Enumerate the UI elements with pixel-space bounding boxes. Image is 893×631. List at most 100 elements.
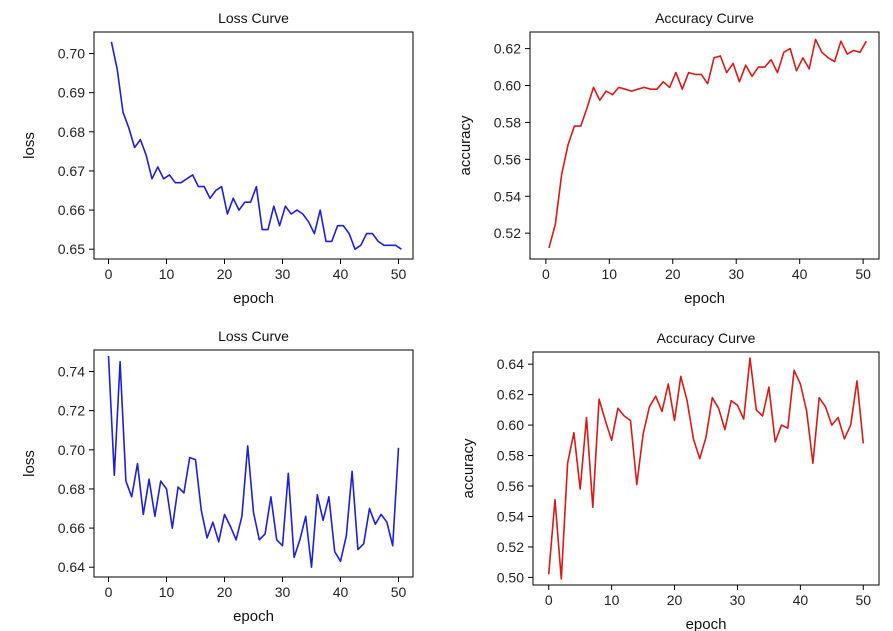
data-point bbox=[220, 185, 222, 187]
data-point bbox=[580, 125, 582, 127]
data-point bbox=[368, 507, 370, 509]
data-point bbox=[392, 545, 394, 547]
data-point bbox=[738, 81, 740, 83]
data-point bbox=[400, 248, 402, 250]
data-point bbox=[232, 197, 234, 199]
x-tick-label: 50 bbox=[855, 266, 871, 282]
plot-frame bbox=[529, 31, 880, 260]
data-point bbox=[852, 49, 854, 51]
x-axis-label: epoch bbox=[233, 290, 274, 307]
x-axis-label: epoch bbox=[684, 290, 725, 307]
data-point bbox=[293, 556, 295, 558]
plot-frame bbox=[93, 31, 414, 260]
data-point bbox=[814, 38, 816, 40]
data-point bbox=[751, 75, 753, 77]
y-tick-label: 0.62 bbox=[497, 387, 524, 403]
x-tick-label: 50 bbox=[855, 592, 871, 608]
data-point bbox=[642, 433, 644, 435]
data-point bbox=[745, 64, 747, 66]
data-point bbox=[749, 357, 751, 359]
chart-title: Loss Curve bbox=[218, 328, 289, 344]
data-point bbox=[165, 488, 167, 490]
data-point bbox=[560, 578, 562, 580]
data-point bbox=[160, 480, 162, 482]
data-point bbox=[579, 488, 581, 490]
data-point bbox=[717, 407, 719, 409]
x-tick-label: 10 bbox=[602, 266, 618, 282]
data-point bbox=[218, 541, 220, 543]
data-point bbox=[661, 410, 663, 412]
data-point bbox=[194, 458, 196, 460]
data-point bbox=[780, 424, 782, 426]
data-point bbox=[833, 60, 835, 62]
plot-frame bbox=[93, 349, 414, 578]
data-point bbox=[573, 125, 575, 127]
x-tick-label: 20 bbox=[217, 266, 233, 282]
data-point bbox=[310, 566, 312, 568]
data-point bbox=[339, 560, 341, 562]
y-tick-label: 0.50 bbox=[497, 569, 524, 585]
data-point bbox=[348, 232, 350, 234]
data-point bbox=[566, 462, 568, 464]
data-point bbox=[116, 68, 118, 70]
data-point bbox=[837, 416, 839, 418]
data-point bbox=[281, 545, 283, 547]
data-point bbox=[605, 90, 607, 92]
data-point bbox=[802, 57, 804, 59]
data-point bbox=[186, 178, 188, 180]
data-point bbox=[189, 456, 191, 458]
data-point bbox=[354, 248, 356, 250]
data-point bbox=[357, 548, 359, 550]
data-point bbox=[856, 380, 858, 382]
x-tick-label: 40 bbox=[793, 592, 809, 608]
data-point bbox=[264, 533, 266, 535]
y-tick-label: 0.68 bbox=[58, 481, 85, 497]
data-point bbox=[380, 513, 382, 515]
x-tick-label: 40 bbox=[333, 584, 349, 600]
data-point bbox=[865, 40, 867, 42]
x-tick-label: 10 bbox=[604, 592, 620, 608]
data-point bbox=[394, 244, 396, 246]
data-point bbox=[692, 438, 694, 440]
data-point bbox=[774, 441, 776, 443]
data-point bbox=[680, 375, 682, 377]
data-point bbox=[592, 506, 594, 508]
data-point bbox=[226, 213, 228, 215]
x-axis-label: epoch bbox=[233, 608, 274, 625]
y-tick-label: 0.74 bbox=[58, 364, 85, 380]
x-tick-label: 20 bbox=[665, 266, 681, 282]
x-tick-label: 30 bbox=[730, 592, 746, 608]
y-tick-label: 0.70 bbox=[58, 442, 85, 458]
data-point bbox=[313, 232, 315, 234]
data-point bbox=[174, 182, 176, 184]
data-point bbox=[305, 515, 307, 517]
data-point bbox=[154, 515, 156, 517]
data-point bbox=[795, 70, 797, 72]
data-point bbox=[229, 525, 231, 527]
data-point bbox=[307, 221, 309, 223]
x-tick-label: 50 bbox=[391, 266, 407, 282]
data-point bbox=[255, 185, 257, 187]
data-point bbox=[618, 86, 620, 88]
x-tick-label: 10 bbox=[159, 266, 175, 282]
y-tick-label: 0.60 bbox=[497, 417, 524, 433]
data-point bbox=[673, 419, 675, 421]
data-point bbox=[168, 174, 170, 176]
chart-title: Accuracy Curve bbox=[657, 330, 756, 346]
data-point bbox=[252, 511, 254, 513]
x-tick-label: 30 bbox=[275, 584, 291, 600]
chart-panel-3: Loss Curve 0 10 20 30 40 50 0.64 0.66 0.68 0.70 0.7… bbox=[21, 328, 414, 625]
data-point bbox=[145, 154, 147, 156]
y-tick-label: 0.66 bbox=[58, 520, 85, 536]
data-point bbox=[131, 496, 133, 498]
data-point bbox=[630, 90, 632, 92]
data-point bbox=[247, 445, 249, 447]
data-point bbox=[223, 513, 225, 515]
data-point bbox=[360, 244, 362, 246]
data-point bbox=[148, 478, 150, 480]
y-tick-label: 0.66 bbox=[58, 202, 85, 218]
chart-title: Loss Curve bbox=[218, 10, 289, 26]
data-point bbox=[386, 521, 388, 523]
data-point bbox=[200, 509, 202, 511]
